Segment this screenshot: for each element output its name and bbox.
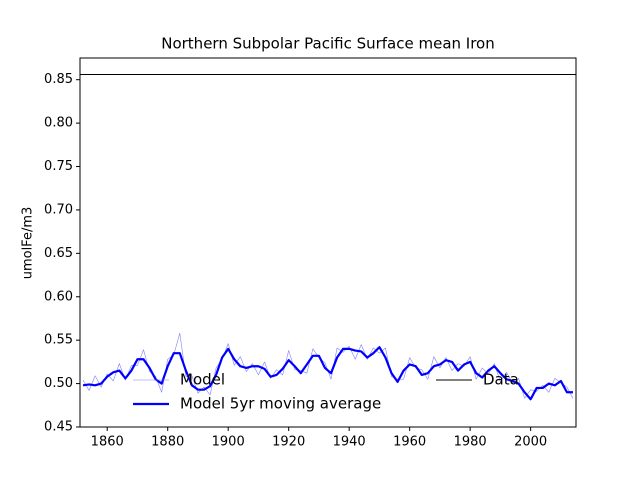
y-tick-label: 0.45	[44, 420, 73, 435]
y-tick-label: 0.70	[44, 202, 73, 217]
legend-label: Model	[180, 371, 225, 389]
series-line	[82, 332, 574, 399]
y-tick-label: 0.60	[44, 289, 73, 304]
x-tick-label: 1960	[393, 435, 426, 450]
legend-label: Data	[483, 371, 519, 389]
y-tick-label: 0.50	[44, 376, 73, 391]
x-tick-label: 1900	[212, 435, 245, 450]
y-tick-label: 0.55	[44, 333, 73, 348]
x-tick-label: 1920	[272, 435, 305, 450]
x-tick-label: 1940	[333, 435, 366, 450]
y-tick-label: 0.85	[44, 72, 73, 87]
y-axis-label: umolFe/m3	[21, 207, 36, 280]
x-tick-label: 2000	[514, 435, 547, 450]
y-tick-label: 0.75	[44, 159, 73, 174]
x-tick-label: 1980	[454, 435, 487, 450]
x-tick-label: 1860	[91, 435, 124, 450]
y-tick-label: 0.65	[44, 246, 73, 261]
y-tick-label: 0.80	[44, 116, 73, 131]
series-line	[82, 346, 573, 401]
plot-frame	[79, 57, 577, 428]
chart-title: Northern Subpolar Pacific Surface mean I…	[161, 35, 495, 53]
x-tick-label: 1880	[151, 435, 184, 450]
legend-label: Model 5yr moving average	[180, 395, 381, 413]
